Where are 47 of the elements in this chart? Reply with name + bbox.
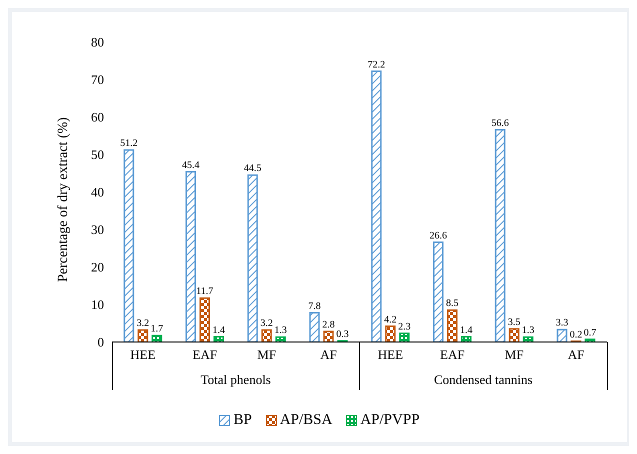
text: Condensed tannins xyxy=(432,372,534,388)
data-label: 11.7 xyxy=(196,286,214,298)
data-label: 3.2 xyxy=(136,318,150,329)
data-label: 1.3 xyxy=(522,325,534,336)
y-tick-label: 30 xyxy=(91,222,104,238)
x-tick-label: HEE xyxy=(378,347,404,362)
data-label: 8.5 xyxy=(446,298,458,310)
data-label: 0.7 xyxy=(584,327,596,338)
y-tick-label: 80 xyxy=(91,34,104,50)
data-label: 44.5 xyxy=(244,163,262,174)
data-label: 56.6 xyxy=(491,118,509,129)
data-label: 45.4 xyxy=(182,160,200,171)
data-label: 1.4 xyxy=(460,324,472,336)
legend-label: AP/BSA xyxy=(278,412,332,429)
data-label: 0.2 xyxy=(570,329,582,340)
data-label: 51.2 xyxy=(120,138,138,149)
data-label: 2.3 xyxy=(398,321,411,332)
y-tick-label: 10 xyxy=(91,297,104,312)
data-label: 72.2 xyxy=(368,59,386,70)
x-tick-label: AF xyxy=(320,347,337,362)
text: Total phenols xyxy=(200,372,272,388)
data-label: 7.8 xyxy=(308,300,321,312)
data-label: 3.3 xyxy=(556,318,568,329)
data-label: 2.8 xyxy=(322,320,335,330)
data-label: 1.4 xyxy=(212,324,225,336)
legend-label: AP/PVPP xyxy=(359,412,420,429)
y-tick-label: 0 xyxy=(98,334,104,350)
x-tick-label: EAF xyxy=(440,347,465,362)
x-tick-label: HEE xyxy=(130,347,156,362)
data-label: 3.2 xyxy=(260,318,273,329)
y-tick-label: 40 xyxy=(91,184,104,200)
legend-label: BP xyxy=(232,412,252,429)
x-tick-label: EAF xyxy=(192,347,218,362)
x-tick-label: AF xyxy=(568,347,584,362)
data-label: 0.3 xyxy=(336,328,349,340)
data-label: 1.3 xyxy=(274,325,287,336)
y-tick-label: 70 xyxy=(91,72,104,88)
data-label: 1.7 xyxy=(150,324,164,335)
y-tick-label: 20 xyxy=(91,260,104,275)
y-axis-title: Percentage of dry extract (%) xyxy=(56,116,71,282)
data-label: 26.6 xyxy=(430,230,447,242)
y-tick-label: 60 xyxy=(91,110,104,125)
x-tick-label: MF xyxy=(504,347,524,362)
x-tick-label: MF xyxy=(257,347,276,362)
y-tick-label: 50 xyxy=(91,147,104,162)
data-label: 4.2 xyxy=(384,314,397,326)
data-label: 3.5 xyxy=(508,316,520,328)
